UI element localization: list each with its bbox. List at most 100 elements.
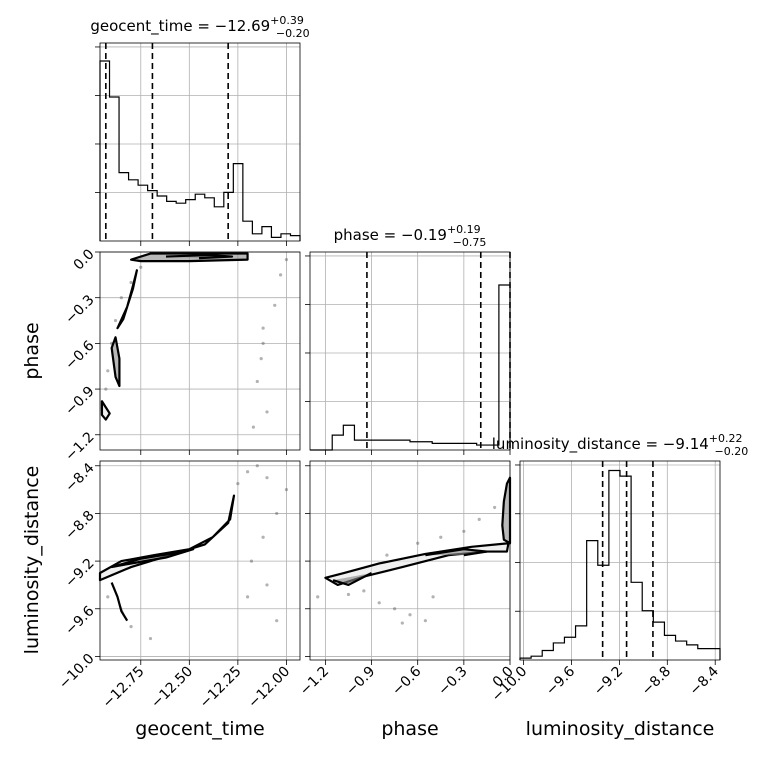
hist-bar (119, 173, 129, 241)
scatter-point (477, 517, 481, 521)
luminosity_distance-xlabel: luminosity_distance (526, 718, 715, 740)
hist-bar (343, 425, 354, 450)
hist-bar (421, 442, 432, 450)
hist-bar (262, 227, 272, 241)
hist-bar (631, 582, 642, 660)
scatter-point (462, 529, 466, 533)
hist-bar (129, 180, 139, 241)
scatter-point (416, 541, 420, 545)
phase-ytick-label: 0.0 (71, 246, 98, 273)
phase-xtick-label: −0.6 (389, 663, 424, 698)
geocent_time-xtick-label: −12.25 (197, 664, 245, 712)
contour-line (165, 253, 234, 260)
contour-line (110, 582, 129, 622)
hist-bar (377, 440, 388, 450)
hist-bar (252, 234, 262, 241)
hist-bar (100, 61, 110, 241)
luminosity_distance-xtick-label: −9.6 (543, 663, 578, 698)
hist-bar (233, 164, 243, 241)
hist-bar (167, 201, 177, 241)
scatter-point (106, 369, 110, 373)
scatter-point (284, 258, 289, 262)
geocent_time-xtick-label: −12.50 (148, 664, 196, 712)
luminosity_distance-ytick-label: −8.8 (62, 508, 97, 543)
hist-bar (687, 645, 698, 660)
hist-bar (138, 185, 148, 241)
hist-bar (454, 443, 465, 450)
hist-bar (186, 200, 196, 241)
hist-bar (553, 643, 564, 660)
luminosity_distance-title: luminosity_distance = −9.14+0.22 −0.20 (492, 432, 748, 458)
scatter-point (393, 607, 397, 611)
scatter-point (362, 589, 366, 593)
hist-bar (399, 440, 410, 450)
hist-bar (354, 440, 365, 450)
panel-geocent_time-phase: −1.2 −0.9 −0.6 −0.3 0.0 (62, 246, 301, 464)
hist-bar (653, 622, 664, 660)
scatter-point (400, 621, 404, 625)
phase-ytick-label: −0.9 (62, 383, 97, 418)
scatter-point (275, 619, 279, 623)
scatter-point (129, 280, 133, 285)
scatter-point (104, 387, 108, 391)
scatter-point (273, 303, 277, 307)
scatter-point (493, 505, 497, 510)
luminosity_distance-xtick-label: −9.2 (591, 664, 626, 699)
hist-geocent_time-frame (99, 42, 301, 242)
scatter-point (251, 425, 255, 429)
contour-line (425, 548, 489, 557)
geocent_time-xtick-label: −12.75 (100, 664, 148, 712)
hist-bar (542, 651, 553, 660)
luminosity_distance-ytick-label: −10.0 (56, 651, 98, 693)
hist-bar (664, 635, 675, 660)
hist-bar (290, 236, 300, 241)
scatter-point (261, 341, 265, 345)
scatter-point (423, 619, 427, 623)
luminosity_distance-ylabel: luminosity_distance (21, 466, 43, 655)
panel-frame (309, 460, 511, 661)
scatter-point (259, 357, 263, 361)
hist-bar (676, 641, 687, 660)
hist-bar (157, 196, 167, 241)
scatter-point (261, 535, 265, 539)
hist-step-line (310, 284, 511, 451)
hist-step-line (99, 60, 301, 241)
hist-bar (388, 440, 399, 450)
hist-bar (576, 626, 587, 660)
hist-bar (332, 435, 343, 450)
geocent_time-title: geocent_time = −12.69+0.39 −0.20 (90, 14, 309, 40)
hist-bar (195, 194, 205, 241)
hist-bar (698, 649, 709, 660)
hist-bar (609, 470, 620, 660)
panel-geocent_time-luminosity_distance: −12.75 −12.50 −12.25 −12.00 −10.0 −9.6 −9.2 −8.… (56, 460, 301, 712)
hist-bar (110, 97, 120, 241)
scatter-point (346, 592, 351, 597)
contour-line (100, 400, 111, 421)
scatter-point (113, 318, 118, 323)
panel-frame (99, 251, 301, 451)
phase-ylabel: phase (21, 322, 43, 379)
hist-luminosity_distance-frame (519, 460, 721, 661)
hist-bar (243, 221, 253, 241)
hist-bar (410, 442, 421, 450)
hist-bar (477, 445, 488, 450)
hist-bar (466, 443, 477, 450)
scatter-point (265, 410, 269, 414)
scatter-point (245, 595, 250, 599)
hist-bar (587, 541, 598, 660)
scatter-point (245, 470, 250, 474)
panel-phase-luminosity_distance: −1.2 −0.9 −0.6 −0.3 0.0 (297, 460, 517, 699)
hist-bar (176, 203, 186, 241)
scatter-point (139, 265, 143, 269)
phase-xtick-label: −1.2 (297, 664, 332, 699)
scatter-point (316, 595, 320, 599)
scatter-point (431, 595, 435, 599)
hist-phase-frame (309, 251, 511, 451)
hist-bar (499, 285, 510, 450)
contour-line (98, 494, 236, 582)
scatter-point (265, 583, 269, 587)
phase-xtick-label: −0.9 (343, 664, 378, 699)
contour-line (116, 269, 138, 330)
scatter-point (106, 595, 110, 599)
